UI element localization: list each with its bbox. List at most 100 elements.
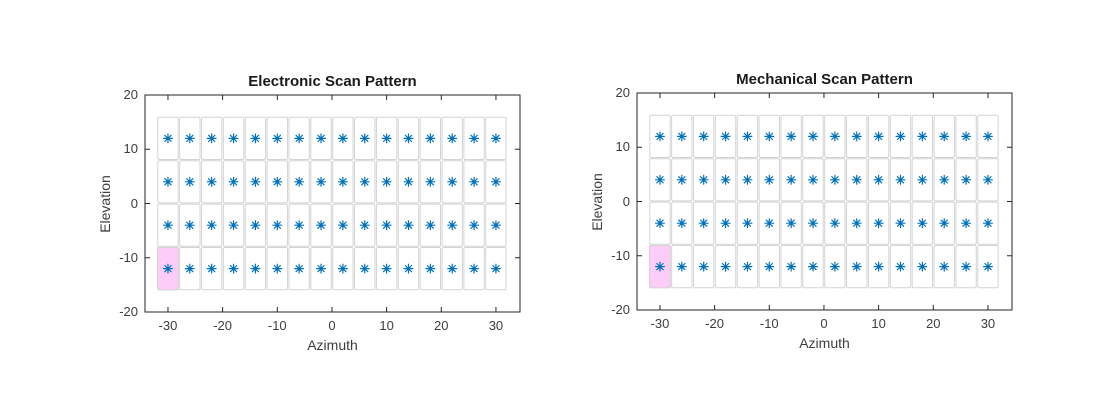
beam-marker [698, 218, 709, 229]
grid-cell [485, 203, 507, 247]
x-tick-label: -10 [267, 318, 287, 333]
beam-marker [425, 220, 436, 231]
beam-marker [162, 220, 173, 231]
beam-marker [228, 133, 239, 144]
beam-marker [654, 131, 665, 142]
grid-cell [419, 116, 442, 160]
grid-cell [889, 201, 912, 245]
x-tick-label: -20 [213, 318, 232, 333]
beam-marker [359, 220, 370, 231]
x-tick-label: 20 [926, 316, 941, 331]
beam-marker [786, 131, 797, 142]
beam-marker [961, 174, 972, 185]
grid-cell [649, 245, 671, 289]
beam-marker [808, 261, 819, 272]
x-tick-label: 0 [820, 316, 828, 331]
y-tick-label: 0 [622, 193, 630, 209]
beam-marker [917, 218, 928, 229]
grid-cell [310, 203, 332, 247]
grid-cell [310, 116, 332, 160]
grid-cell [485, 160, 507, 204]
beam-marker [720, 131, 731, 142]
beam-marker [250, 263, 261, 274]
beam-marker [742, 218, 753, 229]
grid-cell [867, 114, 890, 158]
beam-marker [337, 133, 348, 144]
x-tick-label: -10 [759, 316, 779, 331]
grid-cell [485, 116, 507, 160]
beam-marker [742, 174, 753, 185]
grid-cell [693, 201, 715, 245]
grid-cell [310, 247, 332, 291]
grid-cell [911, 201, 934, 245]
beam-marker [939, 218, 950, 229]
beam-marker [939, 174, 950, 185]
grid-cell [201, 203, 223, 247]
beam-marker [228, 220, 239, 231]
beam-marker [829, 131, 840, 142]
beam-marker [720, 174, 731, 185]
beam-marker [162, 263, 173, 274]
grid-cell [288, 203, 310, 247]
grid-cell [179, 203, 201, 247]
grid-cell [714, 114, 737, 158]
grid-cell [222, 247, 245, 291]
beam-marker [294, 220, 305, 231]
grid-cell [354, 247, 376, 291]
grid-cell [758, 114, 780, 158]
grid-cell [736, 158, 759, 202]
beam-marker [917, 174, 928, 185]
beam-marker [808, 131, 819, 142]
x-tick-label: -30 [650, 316, 670, 331]
grid-cell [649, 201, 671, 245]
x-tick-label: 30 [488, 318, 504, 333]
beam-marker [381, 220, 392, 231]
grid-cell [714, 201, 737, 245]
y-tick-label: -20 [611, 302, 630, 317]
grid-cell [933, 158, 955, 202]
x-tick-label: 10 [379, 318, 394, 333]
beam-marker [829, 174, 840, 185]
x-tick-label: -30 [158, 318, 178, 333]
grid-cell [463, 203, 485, 247]
grid-cell [977, 114, 999, 158]
grid-cell [157, 247, 179, 291]
grid-cell [157, 116, 179, 160]
plot-area [636, 92, 1013, 311]
beam-marker [184, 220, 195, 231]
grid-cell [736, 201, 759, 245]
beam-marker [895, 261, 906, 272]
grid-cell [649, 158, 671, 202]
beam-marker [873, 131, 884, 142]
grid-cell [736, 245, 759, 289]
grid-cell [977, 158, 999, 202]
grid-cell [244, 116, 267, 160]
grid-cell [649, 114, 671, 158]
beam-marker [228, 176, 239, 187]
grid-cell [846, 158, 868, 202]
grid-cell [693, 114, 715, 158]
beam-marker [698, 261, 709, 272]
beam-marker [829, 218, 840, 229]
beam-marker [403, 133, 414, 144]
grid-cell [955, 201, 977, 245]
grid-cell [375, 203, 398, 247]
beam-marker [808, 218, 819, 229]
beam-marker [786, 174, 797, 185]
beam-marker [982, 131, 993, 142]
grid-cell [714, 245, 737, 289]
grid-cell [201, 160, 223, 204]
grid-cell [671, 201, 693, 245]
grid-cell [375, 247, 398, 291]
grid-cell [179, 247, 201, 291]
beam-marker [206, 263, 217, 274]
grid-cell [179, 116, 201, 160]
beam-marker [742, 261, 753, 272]
beam-marker [228, 263, 239, 274]
x-tick-label: 0 [328, 318, 336, 333]
grid-cell [485, 247, 507, 291]
grid-cell [375, 160, 398, 204]
x-tick-label: 20 [434, 318, 449, 333]
beam-marker [654, 261, 665, 272]
grid-cell [736, 114, 759, 158]
